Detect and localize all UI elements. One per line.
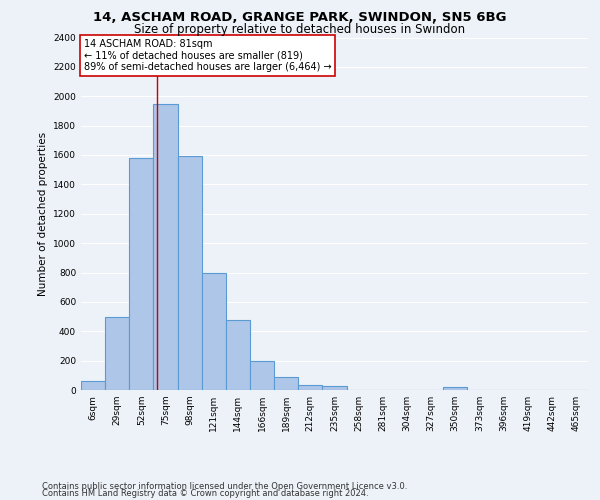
Bar (443, 387, 467, 390)
Text: Contains HM Land Registry data © Crown copyright and database right 2024.: Contains HM Land Registry data © Crown c… (42, 488, 368, 498)
Y-axis label: Number of detached properties: Number of detached properties (38, 132, 47, 296)
Text: 14 ASCHAM ROAD: 81sqm
← 11% of detached houses are smaller (819)
89% of semi-det: 14 ASCHAM ROAD: 81sqm ← 11% of detached … (83, 40, 331, 72)
Bar (154, 104, 178, 390)
Text: Size of property relative to detached houses in Swindon: Size of property relative to detached ho… (134, 22, 466, 36)
Bar (322, 386, 347, 390)
Text: 14, ASCHAM ROAD, GRANGE PARK, SWINDON, SN5 6BG: 14, ASCHAM ROAD, GRANGE PARK, SWINDON, S… (93, 11, 507, 24)
Bar (250, 362, 274, 390)
Bar (81, 381, 105, 390)
Bar (129, 158, 154, 390)
Bar (274, 377, 298, 390)
Bar (226, 320, 250, 390)
Bar (298, 385, 322, 390)
Bar (202, 272, 226, 390)
Bar (178, 156, 202, 390)
Text: Contains public sector information licensed under the Open Government Licence v3: Contains public sector information licen… (42, 482, 407, 491)
Bar (105, 316, 129, 390)
